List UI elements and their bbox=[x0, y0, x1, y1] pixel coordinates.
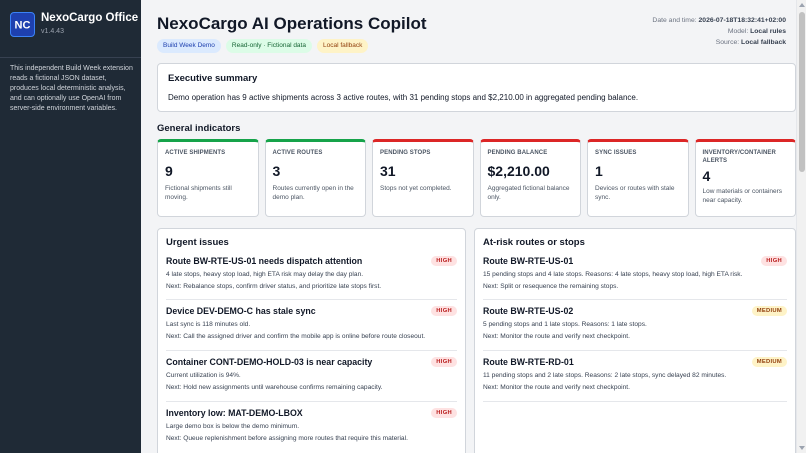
app-version: v1.4.43 bbox=[41, 28, 64, 35]
scroll-down-icon[interactable] bbox=[799, 446, 805, 450]
at-risk-item: Route BW-RTE-US-01 HIGH 15 pending stops… bbox=[475, 253, 795, 299]
app-name: NexoCargo Office bbox=[41, 12, 139, 24]
severity-badge: HIGH bbox=[431, 408, 457, 418]
badge-build-week: Build Week Demo bbox=[157, 39, 221, 53]
divider bbox=[483, 350, 787, 351]
at-risk-item: Route BW-RTE-US-02 MEDIUM 5 pending stop… bbox=[475, 300, 795, 350]
source-value: Local fallback bbox=[741, 39, 786, 46]
urgent-issue-item: Container CONT-DEMO-HOLD-03 is near capa… bbox=[158, 351, 465, 401]
urgent-issue-item: Device DEV-DEMO-C has stale sync HIGH La… bbox=[158, 300, 465, 350]
scrollbar-thumb[interactable] bbox=[799, 12, 805, 172]
divider bbox=[483, 299, 787, 300]
severity-badge: HIGH bbox=[761, 256, 787, 266]
severity-badge: HIGH bbox=[431, 357, 457, 367]
sidebar-description: This independent Build Week extension re… bbox=[10, 65, 133, 112]
urgent-issue-item: Route BW-RTE-US-01 needs dispatch attent… bbox=[158, 253, 465, 299]
sidebar: NC NexoCargo Office v1.4.43 This indepen… bbox=[0, 0, 141, 453]
urgent-issue-item: Inventory low: MAT-DEMO-LBOX HIGH Large … bbox=[158, 402, 465, 452]
kpi-sync-issues: Sync issues 1 Devices or routes with sta… bbox=[587, 139, 689, 217]
kpi-inventory-alerts: Inventory/container alerts 4 Low materia… bbox=[694, 139, 796, 217]
badge-local-fallback: Local fallback bbox=[316, 39, 369, 53]
model-row: Model: Local rules bbox=[727, 28, 786, 35]
kpi-cards: Active shipments 9 Fictional shipments s… bbox=[157, 139, 796, 217]
logo-icon: NC bbox=[15, 20, 31, 32]
datetime-value: 2026-07-18T18:32:41+02:00 bbox=[698, 17, 786, 24]
severity-badge: HIGH bbox=[431, 256, 457, 266]
executive-summary-text: Demo operation has 9 active shipments ac… bbox=[168, 93, 639, 102]
page-scrollbar[interactable] bbox=[796, 0, 806, 453]
kpi-active-routes: Active routes 3 Routes currently open in… bbox=[264, 139, 366, 217]
status-badges: Build Week Demo Read-only · Fictional da… bbox=[157, 39, 369, 53]
urgent-issues-panel: Urgent issues Route BW-RTE-US-01 needs d… bbox=[157, 228, 466, 453]
severity-badge: MEDIUM bbox=[751, 357, 787, 367]
kpi-pending-balance: Pending balance $2,210.00 Aggregated fic… bbox=[479, 139, 581, 217]
kpi-pending-stops: Pending stops 31 Stops not yet completed… bbox=[372, 139, 474, 217]
divider bbox=[166, 401, 457, 402]
executive-summary-title: Executive summary bbox=[168, 73, 258, 84]
page-title: NexoCargo AI Operations Copilot bbox=[157, 14, 427, 33]
at-risk-title: At-risk routes or stops bbox=[483, 237, 585, 248]
divider bbox=[166, 350, 457, 351]
app-logo: NC bbox=[10, 12, 35, 37]
divider bbox=[166, 299, 457, 300]
scroll-up-icon[interactable] bbox=[799, 3, 805, 7]
at-risk-panel: At-risk routes or stops Route BW-RTE-US-… bbox=[474, 228, 796, 453]
badge-read-only: Read-only · Fictional data bbox=[225, 39, 312, 53]
executive-summary-card: Executive summary Demo operation has 9 a… bbox=[157, 63, 796, 112]
at-risk-item: Route BW-RTE-RD-01 MEDIUM 11 pending sto… bbox=[475, 351, 795, 401]
divider bbox=[483, 401, 787, 402]
general-indicators-title: General indicators bbox=[157, 123, 241, 134]
urgent-issues-title: Urgent issues bbox=[166, 237, 229, 248]
run-metadata: Date and time: 2026-07-18T18:32:41+02:00… bbox=[652, 15, 786, 48]
source-row: Source: Local fallback bbox=[715, 39, 786, 46]
svg-text:NC: NC bbox=[15, 20, 31, 32]
datetime-row: Date and time: 2026-07-18T18:32:41+02:00 bbox=[652, 17, 786, 24]
kpi-active-shipments: Active shipments 9 Fictional shipments s… bbox=[157, 139, 259, 217]
brand: NC NexoCargo Office v1.4.43 bbox=[0, 0, 141, 57]
severity-badge: MEDIUM bbox=[751, 306, 787, 316]
severity-badge: HIGH bbox=[431, 306, 457, 316]
sidebar-divider bbox=[0, 57, 141, 58]
model-value: Local rules bbox=[750, 28, 786, 35]
main-content: NexoCargo AI Operations Copilot Build We… bbox=[141, 0, 796, 453]
